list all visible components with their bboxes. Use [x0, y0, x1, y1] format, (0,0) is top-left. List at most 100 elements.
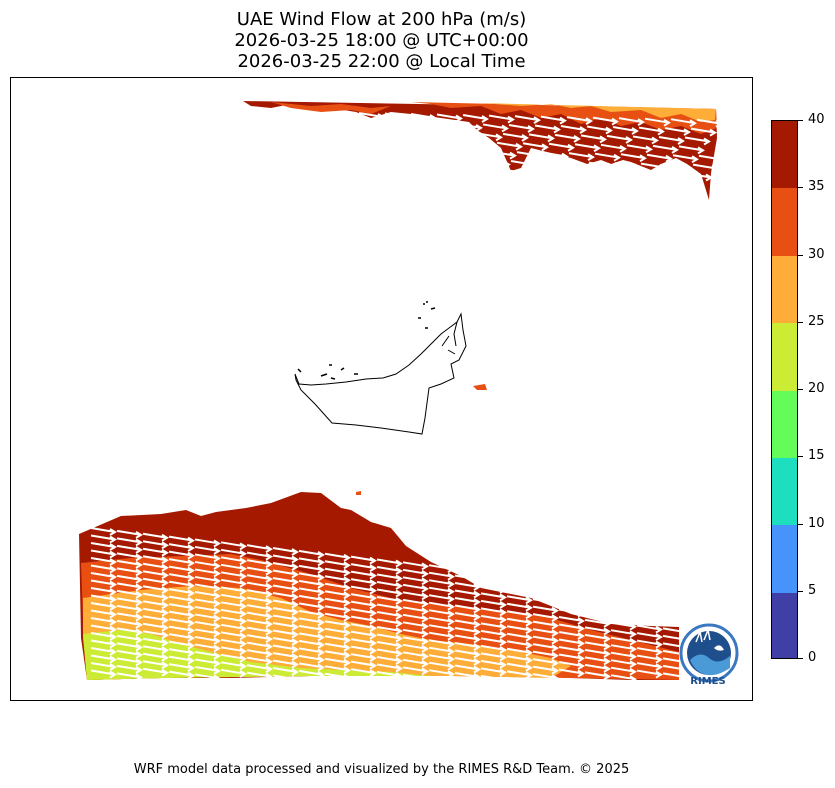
wind-arrow — [194, 628, 221, 638]
wind-arrow — [168, 670, 195, 680]
wind-arrow — [530, 169, 557, 179]
rimes-logo-icon — [679, 623, 739, 683]
wind-arrow — [462, 114, 489, 123]
wind-arrow — [358, 111, 385, 121]
wind-arrow — [506, 640, 533, 650]
wind-arrow — [480, 569, 507, 579]
wind-arrow — [90, 579, 117, 589]
wind-arrow — [220, 593, 247, 603]
wind-arrow — [246, 656, 273, 666]
wind-arrow — [404, 121, 431, 131]
wind-arrow — [350, 578, 377, 587]
wind-arrow — [454, 642, 481, 651]
wind-arrow — [324, 642, 351, 652]
wind-arrow — [298, 557, 325, 567]
wind-arrow — [220, 608, 247, 618]
wind-arrow — [116, 619, 143, 629]
wind-arrow — [324, 575, 351, 585]
wind-arrow — [506, 602, 533, 612]
wind-arrow — [554, 133, 581, 143]
wind-arrow — [350, 638, 377, 647]
wind-arrow — [560, 125, 587, 134]
wind-arrow — [504, 168, 531, 178]
wind-arrow — [324, 597, 351, 607]
wind-arrow — [168, 625, 195, 635]
map-panel — [10, 77, 753, 701]
coast-islands — [297, 301, 436, 380]
wind-arrow — [506, 632, 533, 642]
wind-arrow — [272, 652, 299, 661]
wind-arrow — [194, 613, 221, 623]
wind-arrow — [402, 636, 429, 646]
colorbar-tick — [798, 321, 803, 323]
uae-border — [294, 312, 467, 435]
wind-arrow — [298, 549, 325, 559]
wind-arrow — [584, 596, 611, 606]
wind-arrow — [506, 595, 533, 605]
wind-arrow — [428, 616, 455, 626]
wind-arrow — [428, 586, 455, 596]
colorbar-tick-label: 15 — [808, 448, 825, 464]
wind-arrow — [246, 589, 273, 599]
wind-arrow — [142, 660, 169, 670]
wind-arrow — [458, 158, 485, 168]
wind-arrow — [662, 672, 689, 682]
wind-arrow — [324, 605, 351, 615]
wind-arrow — [142, 607, 169, 617]
wind-arrow — [142, 592, 169, 602]
wind-arrow — [272, 607, 299, 616]
wind-arrow — [506, 670, 533, 680]
wind-arrow — [454, 597, 481, 606]
wind-arrow — [666, 163, 693, 172]
wind-arrow — [584, 633, 611, 643]
wind-arrow — [376, 558, 403, 568]
wind-arrow — [428, 624, 455, 634]
colorbar-tick — [798, 120, 803, 121]
wind-arrow — [142, 570, 169, 580]
wind-arrow — [610, 584, 637, 594]
wind-arrow — [480, 584, 507, 594]
wind-arrow — [480, 592, 507, 602]
wind-arrow — [428, 571, 455, 581]
wind-arrow — [246, 671, 273, 681]
wind-arrow — [646, 153, 673, 163]
wind-arrow — [610, 651, 637, 661]
wind-arrow — [246, 641, 273, 651]
wind-arrow — [194, 598, 221, 608]
wind-arrow — [194, 553, 221, 563]
wind-arrow — [246, 626, 273, 636]
wind-arrow — [584, 603, 611, 613]
wind-arrow — [350, 570, 377, 580]
wind-arrow — [480, 607, 507, 617]
wind-arrow — [392, 139, 419, 149]
wind-arrow — [532, 575, 559, 585]
wind-arrow — [90, 572, 117, 581]
wind-arrow — [384, 112, 411, 122]
wind-arrow — [350, 585, 377, 595]
wind-arrow — [402, 561, 429, 571]
colorbar — [771, 120, 798, 659]
wind-arrow — [298, 624, 325, 634]
wind-arrow — [168, 588, 195, 597]
wind-arrow — [406, 157, 433, 167]
wind-arrow — [194, 635, 221, 645]
wind-arrow — [506, 617, 533, 627]
wind-arrow — [610, 644, 637, 654]
wind-arrow — [454, 612, 481, 621]
wind-arrow — [428, 661, 455, 671]
wind-arrow — [350, 653, 377, 662]
wind-arrow — [480, 667, 507, 677]
wind-arrow — [506, 610, 533, 620]
wind-arrow — [696, 118, 723, 128]
wind-arrow — [640, 162, 667, 172]
wind-arrow — [454, 619, 481, 629]
wind-arrow — [670, 118, 697, 128]
colorbar-tick-label: 25 — [808, 313, 825, 329]
wind-arrow — [142, 645, 169, 655]
wind-arrow — [446, 176, 473, 186]
wind-arrow — [532, 643, 559, 652]
wind-arrow — [610, 599, 637, 609]
wind-arrow — [90, 557, 117, 566]
wind-arrow — [142, 637, 169, 647]
wind-arrow — [454, 672, 481, 681]
